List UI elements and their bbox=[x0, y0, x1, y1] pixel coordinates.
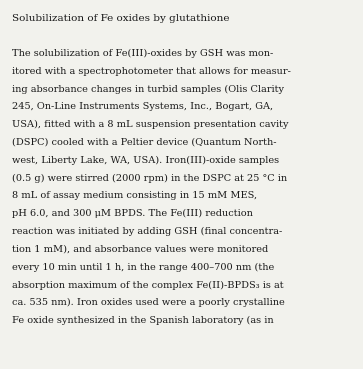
Text: ing absorbance changes in turbid samples (Olis Clarity: ing absorbance changes in turbid samples… bbox=[12, 85, 284, 94]
Text: tion 1 mM), and absorbance values were monitored: tion 1 mM), and absorbance values were m… bbox=[12, 245, 268, 254]
Text: (DSPC) cooled with a Peltier device (Quantum North-: (DSPC) cooled with a Peltier device (Qua… bbox=[12, 138, 277, 147]
Text: every 10 min until 1 h, in the range 400–700 nm (the: every 10 min until 1 h, in the range 400… bbox=[12, 263, 274, 272]
Text: absorption maximum of the complex Fe(II)-BPDS₃ is at: absorption maximum of the complex Fe(II)… bbox=[12, 280, 284, 290]
Text: Fe oxide synthesized in the Spanish laboratory (as in: Fe oxide synthesized in the Spanish labo… bbox=[12, 316, 274, 325]
Text: west, Liberty Lake, WA, USA). Iron(III)-oxide samples: west, Liberty Lake, WA, USA). Iron(III)-… bbox=[12, 156, 279, 165]
Text: pH 6.0, and 300 μM BPDS. The Fe(III) reduction: pH 6.0, and 300 μM BPDS. The Fe(III) red… bbox=[12, 209, 253, 218]
Text: USA), fitted with a 8 mL suspension presentation cavity: USA), fitted with a 8 mL suspension pres… bbox=[12, 120, 289, 129]
Text: (0.5 g) were stirred (2000 rpm) in the DSPC at 25 °C in: (0.5 g) were stirred (2000 rpm) in the D… bbox=[12, 173, 287, 183]
Text: itored with a spectrophotometer that allows for measur-: itored with a spectrophotometer that all… bbox=[12, 67, 291, 76]
Text: ca. 535 nm). Iron oxides used were a poorly crystalline: ca. 535 nm). Iron oxides used were a poo… bbox=[12, 298, 285, 307]
Text: The solubilization of Fe(III)-oxides by GSH was mon-: The solubilization of Fe(III)-oxides by … bbox=[12, 49, 273, 58]
Text: 245, On-Line Instruments Systems, Inc., Bogart, GA,: 245, On-Line Instruments Systems, Inc., … bbox=[12, 103, 273, 111]
Text: Solubilization of Fe oxides by glutathione: Solubilization of Fe oxides by glutathio… bbox=[12, 14, 229, 23]
Text: 8 mL of assay medium consisting in 15 mM MES,: 8 mL of assay medium consisting in 15 mM… bbox=[12, 192, 257, 200]
Text: reaction was initiated by adding GSH (final concentra-: reaction was initiated by adding GSH (fi… bbox=[12, 227, 282, 236]
